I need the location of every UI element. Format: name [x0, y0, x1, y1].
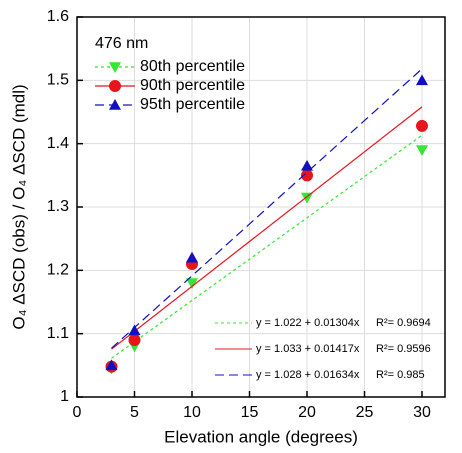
- y-tick-label: 1: [60, 388, 69, 405]
- fit-equation: y = 1.022 + 0.01304x: [256, 317, 360, 329]
- x-tick-label: 5: [130, 404, 139, 421]
- data-point: [301, 192, 313, 204]
- fit-equation: y = 1.028 + 0.01634x: [256, 369, 360, 381]
- fit-line: [111, 106, 423, 350]
- fit-r2: R²= 0.9694: [376, 317, 431, 329]
- x-tick-label: 10: [183, 404, 201, 421]
- legend-marker: [109, 80, 121, 92]
- legend-label: 95th percentile: [140, 96, 245, 113]
- x-axis-label: Elevation angle (degrees): [164, 427, 358, 446]
- annotation: 476 nm: [95, 35, 148, 52]
- x-tick-label: 15: [241, 404, 259, 421]
- data-point: [301, 159, 313, 171]
- legend-label: 90th percentile: [140, 77, 245, 94]
- x-tick-label: 20: [298, 404, 316, 421]
- fit-r2: R²= 0.985: [376, 369, 425, 381]
- data-point: [416, 145, 428, 156]
- fit-line: [111, 134, 423, 359]
- y-tick-label: 1.4: [47, 135, 69, 152]
- y-tick-label: 1.2: [47, 262, 69, 279]
- data-point: [186, 251, 198, 263]
- legend-marker: [109, 62, 121, 73]
- data-point: [186, 278, 198, 289]
- x-tick-label: 25: [356, 404, 374, 421]
- y-axis-label: O₄ ΔSCD (obs) / O₄ ΔSCD (mdl): [9, 84, 28, 329]
- legend-label: 80th percentile: [140, 58, 245, 75]
- data-point: [128, 324, 141, 336]
- y-tick-label: 1.1: [47, 325, 69, 342]
- data-point: [301, 169, 313, 182]
- legend-marker: [109, 99, 121, 110]
- x-tick-label: 0: [73, 404, 82, 421]
- data-point: [128, 334, 141, 346]
- data-point: [416, 74, 428, 86]
- fit-equation: y = 1.033 + 0.01417x: [256, 343, 360, 355]
- data-point: [105, 359, 118, 371]
- y-tick-label: 1.6: [47, 8, 69, 25]
- y-tick-label: 1.3: [47, 198, 69, 215]
- data-point: [416, 119, 428, 132]
- y-tick-label: 1.5: [47, 72, 69, 89]
- x-tick-label: 30: [413, 404, 431, 421]
- fit-r2: R²= 0.9596: [376, 343, 431, 355]
- plot-frame: [76, 16, 446, 398]
